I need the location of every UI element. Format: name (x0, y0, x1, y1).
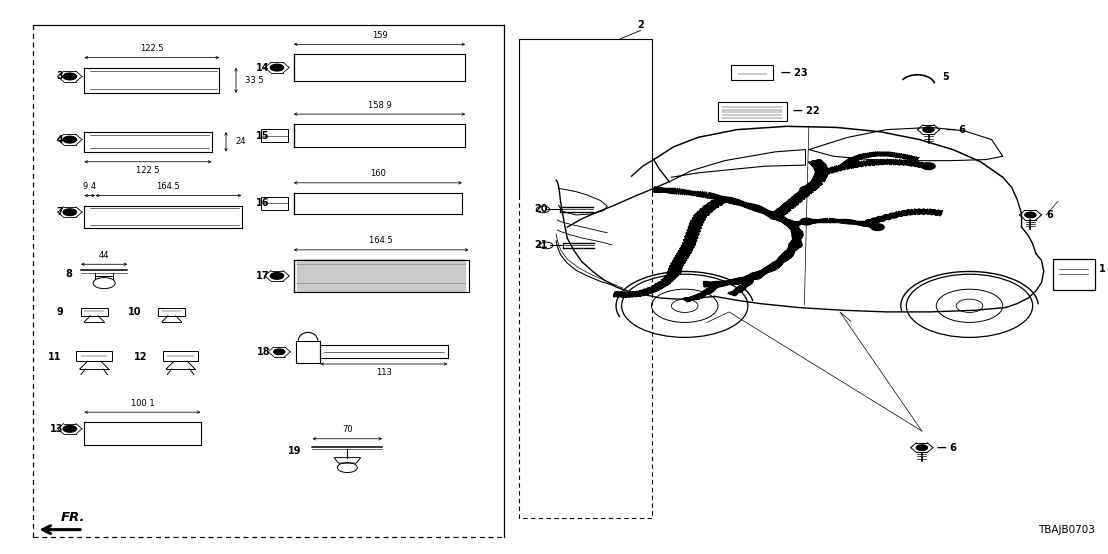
Bar (731, 65, 773, 80)
Circle shape (813, 163, 827, 170)
Circle shape (936, 289, 1003, 322)
Text: 159: 159 (371, 31, 388, 40)
Text: — 6: — 6 (937, 443, 957, 453)
Circle shape (916, 445, 927, 450)
Bar (81, 308, 107, 316)
Circle shape (652, 289, 718, 322)
Text: 17: 17 (256, 271, 269, 281)
Text: 1: 1 (1099, 264, 1106, 274)
Text: — 22: — 22 (793, 106, 820, 116)
Circle shape (749, 273, 762, 279)
Text: 5: 5 (942, 72, 948, 82)
Text: 19: 19 (288, 446, 301, 456)
Text: 164.5: 164.5 (156, 182, 181, 191)
Circle shape (789, 242, 802, 248)
Text: 11: 11 (48, 352, 61, 362)
Text: 15: 15 (256, 131, 269, 141)
Text: 122.5: 122.5 (140, 44, 164, 53)
Text: 8: 8 (65, 269, 72, 279)
Text: 21: 21 (534, 240, 547, 250)
Text: 7: 7 (57, 207, 63, 217)
Circle shape (63, 136, 76, 143)
Circle shape (536, 206, 550, 213)
Bar (261, 197, 288, 210)
Text: 122 5: 122 5 (136, 166, 160, 175)
Text: 100 1: 100 1 (131, 399, 154, 408)
Circle shape (63, 209, 76, 216)
Circle shape (906, 274, 1033, 337)
Text: 9: 9 (57, 307, 64, 317)
Text: 113: 113 (376, 368, 392, 377)
Circle shape (923, 127, 934, 132)
Text: 44: 44 (99, 251, 110, 260)
Text: 14: 14 (256, 63, 269, 73)
Circle shape (922, 163, 935, 170)
Bar (1053, 259, 1095, 290)
Bar (158, 308, 185, 316)
Circle shape (540, 242, 553, 249)
Circle shape (671, 299, 698, 312)
Text: — 23: — 23 (781, 68, 808, 78)
Circle shape (63, 73, 76, 80)
Text: 13: 13 (50, 424, 63, 434)
Text: — 6: — 6 (946, 125, 966, 135)
Text: 33 5: 33 5 (245, 76, 264, 85)
Circle shape (871, 224, 884, 230)
Circle shape (800, 218, 813, 225)
Text: 160: 160 (370, 170, 386, 178)
Circle shape (956, 299, 983, 312)
Bar (163, 351, 198, 361)
Circle shape (622, 274, 748, 337)
Circle shape (800, 186, 813, 193)
Text: 2: 2 (637, 20, 644, 30)
Bar (76, 351, 112, 361)
Text: 24: 24 (235, 137, 245, 146)
Bar (718, 102, 787, 121)
Text: 20: 20 (534, 204, 547, 214)
Text: 12: 12 (134, 352, 147, 362)
Polygon shape (335, 458, 361, 463)
Bar (320, 345, 448, 358)
Circle shape (1025, 212, 1036, 218)
Circle shape (274, 349, 285, 355)
Text: 16: 16 (256, 198, 269, 208)
Circle shape (270, 64, 284, 71)
Text: FR.: FR. (61, 511, 85, 524)
Text: 6: 6 (1046, 210, 1053, 220)
Text: 10: 10 (127, 307, 142, 317)
Text: TBAJB0703: TBAJB0703 (1038, 525, 1095, 535)
Bar (261, 129, 288, 142)
Circle shape (63, 425, 76, 432)
Text: 70: 70 (342, 425, 352, 434)
Text: 4: 4 (57, 135, 63, 145)
Text: 164 5: 164 5 (369, 237, 393, 245)
Text: 3: 3 (57, 71, 63, 81)
Text: 9 4: 9 4 (83, 182, 96, 191)
Text: 18: 18 (257, 347, 270, 357)
Circle shape (270, 273, 284, 279)
Circle shape (769, 213, 782, 219)
Text: 158 9: 158 9 (368, 101, 391, 110)
